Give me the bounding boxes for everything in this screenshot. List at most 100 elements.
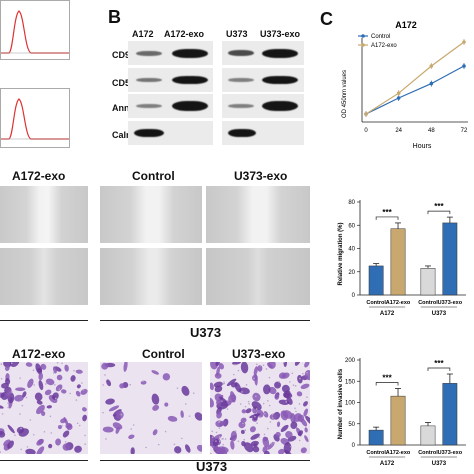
stained-cell [218, 396, 227, 403]
membrane-pore [215, 440, 217, 442]
stained-cell [25, 448, 36, 454]
nta-curve-bottom [1, 98, 69, 140]
membrane-pore [53, 384, 56, 386]
stained-cell [37, 439, 44, 445]
membrane-pore [224, 438, 227, 440]
membrane-pore [211, 430, 213, 433]
bar [368, 429, 384, 446]
membrane-pore [58, 388, 61, 391]
stained-cell [215, 362, 221, 367]
stained-cell [263, 411, 269, 418]
stained-cell [76, 384, 81, 389]
membrane-pore [292, 384, 295, 386]
legend-label: A172-exo [371, 43, 397, 49]
membrane-pore [290, 445, 292, 448]
y-tick-label: 200 [345, 358, 356, 364]
membrane-pore [25, 453, 27, 454]
membrane-pore [19, 413, 21, 415]
stained-cell [38, 380, 44, 391]
membrane-pore [221, 438, 223, 440]
blot-a172-annexin [128, 94, 213, 118]
group-label: A172 [380, 311, 395, 317]
stained-cell [280, 424, 289, 433]
blot-u373-cd54 [222, 68, 304, 92]
membrane-pore [273, 442, 275, 444]
membrane-pore [21, 404, 24, 407]
stained-cell [305, 415, 310, 425]
invasion-cell-line-label: U373 [196, 459, 228, 474]
membrane-pore [289, 381, 291, 383]
chart-title: A172 [395, 20, 417, 30]
blot-u373-annexin [222, 94, 304, 118]
membrane-pore [278, 381, 280, 383]
membrane-pore [130, 428, 133, 430]
migration-group-line-left [0, 320, 88, 321]
stained-cell [238, 421, 246, 429]
stained-cell [230, 440, 235, 450]
membrane-pore [19, 377, 21, 379]
membrane-pore [29, 419, 32, 421]
significance-bracket [375, 382, 399, 386]
stained-cell [216, 411, 222, 419]
stained-cell [22, 391, 27, 398]
x-tick-label: Control [418, 450, 438, 456]
stained-cell [210, 362, 219, 370]
x-axis-label: Hours [413, 143, 432, 150]
stained-cell [297, 430, 304, 436]
stained-cell [240, 417, 247, 423]
membrane-pore [299, 377, 301, 380]
x-tick-label: Control [366, 300, 386, 306]
membrane-pore [188, 415, 191, 417]
membrane-pore [220, 445, 222, 448]
membrane-pore [20, 448, 22, 451]
stained-cell [268, 386, 277, 395]
membrane-pore [271, 417, 274, 419]
membrane-pore [268, 404, 271, 407]
membrane-pore [20, 427, 22, 430]
stained-cell [15, 387, 26, 392]
blot-a172-calnexin [128, 121, 213, 145]
invasion-header-u373-exo: U373-exo [232, 347, 286, 361]
x-tick-label: A172-exo [386, 300, 411, 306]
data-point [462, 64, 466, 68]
migration-image-control-24h [100, 248, 202, 305]
membrane-pore [223, 381, 225, 383]
stained-cell [252, 392, 261, 402]
membrane-pore [237, 369, 240, 372]
data-point [396, 91, 401, 95]
membrane-pore [26, 446, 29, 448]
blot-u373-cd9 [222, 41, 304, 65]
significance-mark: *** [434, 202, 444, 211]
membrane-pore [50, 432, 53, 434]
membrane-pore [49, 415, 52, 418]
membrane-pore [104, 374, 106, 376]
bar [442, 383, 458, 446]
blot-group-u373-exo: U373-exo [260, 29, 301, 39]
migration-image-control-0h [100, 186, 202, 243]
stained-cell [249, 413, 261, 419]
membrane-pore [102, 384, 104, 386]
stained-cell [230, 391, 236, 403]
invasion-group-line-left [0, 460, 88, 461]
stained-cell [269, 413, 277, 420]
membrane-pore [76, 422, 79, 425]
membrane-pore [264, 412, 266, 415]
stained-cell [140, 380, 147, 385]
legend-marker [361, 43, 365, 47]
membrane-pore [222, 443, 225, 446]
stained-cell [181, 385, 190, 396]
x-tick-label: A172-exo [386, 450, 411, 456]
y-tick-label: 100 [345, 401, 356, 407]
y-tick-label: 80 [348, 200, 355, 206]
stained-cell [278, 448, 285, 454]
y-tick-label: 0 [352, 443, 356, 449]
membrane-pore [253, 377, 255, 380]
significance-bracket [375, 216, 399, 220]
migration-image-a172-exo-0h [0, 186, 88, 243]
membrane-pore [294, 407, 296, 410]
membrane-pore [33, 384, 35, 386]
membrane-pore [43, 430, 46, 433]
membrane-pore [259, 416, 261, 419]
membrane-pore [255, 395, 257, 398]
x-tick-label: 0 [364, 128, 368, 134]
